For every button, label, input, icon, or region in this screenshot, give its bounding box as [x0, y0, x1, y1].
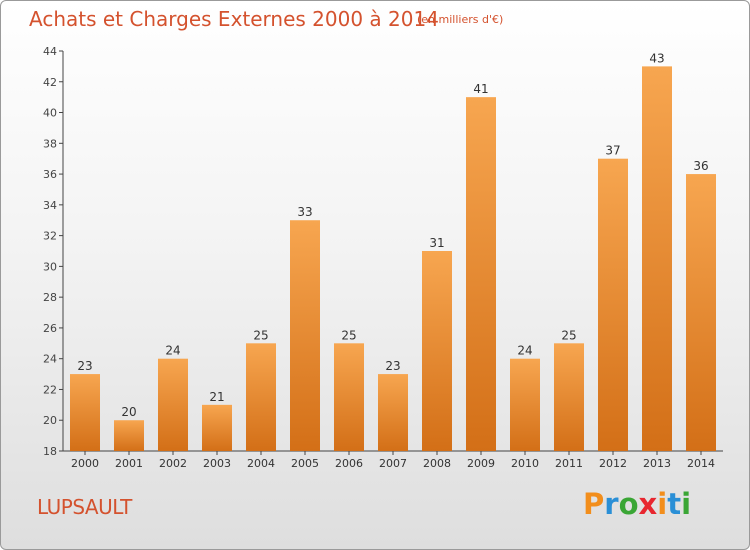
x-tick-label: 2013 — [643, 457, 671, 470]
bar — [554, 343, 584, 451]
x-tick-label: 2011 — [555, 457, 583, 470]
x-tick-label: 2012 — [599, 457, 627, 470]
chart-subtitle: (en milliers d'€) — [417, 13, 504, 26]
y-tick-label: 36 — [43, 168, 57, 181]
bar-value-label: 25 — [561, 328, 576, 342]
x-tick-label: 2005 — [291, 457, 319, 470]
bar — [466, 97, 496, 452]
bar-value-label: 43 — [649, 51, 664, 65]
y-tick-label: 26 — [43, 322, 57, 335]
bar-value-label: 21 — [209, 390, 224, 404]
y-tick-label: 44 — [43, 45, 57, 58]
y-tick-label: 20 — [43, 414, 57, 427]
bar-value-label: 25 — [341, 328, 356, 342]
bar — [114, 420, 144, 451]
bar — [202, 404, 232, 451]
x-tick-label: 2000 — [71, 457, 99, 470]
x-tick-label: 2008 — [423, 457, 451, 470]
y-tick-label: 24 — [43, 353, 57, 366]
y-tick-label: 38 — [43, 137, 57, 150]
bar — [598, 158, 628, 451]
logo-letter: i — [657, 487, 668, 521]
y-tick-label: 28 — [43, 291, 57, 304]
bar — [290, 220, 320, 451]
bar — [686, 174, 716, 452]
bar-value-label: 41 — [473, 82, 488, 96]
logo-letter: P — [583, 487, 605, 521]
commune-name: LUPSAULT — [37, 495, 132, 519]
bar-value-label: 37 — [605, 144, 620, 158]
x-tick-label: 2003 — [203, 457, 231, 470]
bar — [510, 358, 540, 451]
y-tick-label: 42 — [43, 76, 57, 89]
bar-value-label: 24 — [165, 344, 180, 358]
bar — [70, 374, 100, 451]
logo-letter: r — [604, 487, 619, 521]
bar-value-label: 23 — [77, 359, 92, 373]
bar-value-label: 31 — [429, 236, 444, 250]
x-tick-label: 2010 — [511, 457, 539, 470]
logo-letter: t — [667, 487, 682, 521]
bar-value-label: 36 — [693, 159, 708, 173]
logo-letter: x — [638, 487, 658, 521]
chart-bars: 23 20 24 21 25 33 25 23 31 41 24 25 37 43 36 — [70, 51, 716, 452]
x-tick-label: 2014 — [687, 457, 715, 470]
bar — [378, 374, 408, 451]
x-tick-label: 2004 — [247, 457, 275, 470]
y-tick-label: 22 — [43, 383, 57, 396]
x-tick-label: 2006 — [335, 457, 363, 470]
y-tick-label: 34 — [43, 199, 57, 212]
x-tick-label: 2001 — [115, 457, 143, 470]
logo-letter: o — [618, 487, 639, 521]
y-tick-label: 18 — [43, 445, 57, 458]
bar — [334, 343, 364, 451]
chart-axes: 18 20 22 24 26 28 30 32 34 36 38 40 42 44 2000 2001 2002… — [43, 45, 723, 470]
bar-value-label: 20 — [121, 405, 136, 419]
logo-letter: i — [681, 487, 692, 521]
bar — [158, 358, 188, 451]
y-tick-label: 40 — [43, 107, 57, 120]
bar-value-label: 25 — [253, 328, 268, 342]
x-tick-label: 2007 — [379, 457, 407, 470]
y-tick-label: 32 — [43, 230, 57, 243]
bar-value-label: 24 — [517, 344, 532, 358]
bar-value-label: 23 — [385, 359, 400, 373]
bar — [422, 251, 452, 451]
bar-value-label: 33 — [297, 205, 312, 219]
x-tick-label: 2002 — [159, 457, 187, 470]
chart-title: Achats et Charges Externes 2000 à 2014 — [29, 7, 439, 31]
x-tick-label: 2009 — [467, 457, 495, 470]
bar — [642, 66, 672, 451]
bar — [246, 343, 276, 451]
y-tick-label: 30 — [43, 260, 57, 273]
proxiti-logo: Proxiti — [583, 487, 691, 521]
